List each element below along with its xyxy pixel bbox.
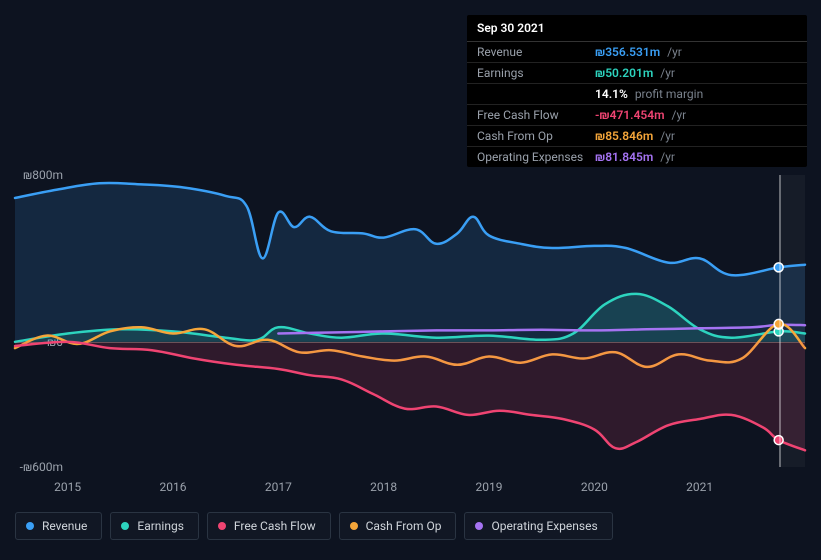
tooltip-value: ₪85.846m /yr xyxy=(595,129,675,143)
legend: Revenue Earnings Free Cash Flow Cash From O… xyxy=(15,512,613,540)
series-area-revenue xyxy=(15,183,805,342)
x-axis-label: 2015 xyxy=(54,480,81,494)
tooltip-label: Cash From Op xyxy=(477,129,595,143)
x-axis-label: 2018 xyxy=(370,480,397,494)
tooltip-label: Earnings xyxy=(477,66,595,80)
legend-swatch-icon xyxy=(475,522,483,530)
tooltip-value: ₪50.201m /yr xyxy=(595,66,675,80)
tooltip-label xyxy=(477,87,595,101)
series-dot-revenue xyxy=(774,263,783,272)
chart[interactable]: ₪800m₪0-₪600m xyxy=(15,155,805,475)
tooltip-value: ₪356.531m /yr xyxy=(595,45,682,59)
tooltip-panel: Sep 30 2021 Revenue₪356.531m /yrEarnings… xyxy=(467,15,807,167)
tooltip-row: 14.1% profit margin xyxy=(467,84,807,105)
series-dot-fcf xyxy=(774,436,783,445)
legend-item[interactable]: Operating Expenses xyxy=(464,512,612,540)
series-dot-cashop xyxy=(774,319,783,328)
legend-swatch-icon xyxy=(218,522,226,530)
tooltip-value: 14.1% profit margin xyxy=(595,87,703,101)
legend-item[interactable]: Cash From Op xyxy=(339,512,457,540)
legend-item[interactable]: Earnings xyxy=(110,512,199,540)
tooltip-row: Earnings₪50.201m /yr xyxy=(467,63,807,84)
tooltip-row: Cash From Op₪85.846m /yr xyxy=(467,126,807,147)
legend-item[interactable]: Revenue xyxy=(15,512,102,540)
legend-label: Earnings xyxy=(137,519,184,533)
legend-label: Operating Expenses xyxy=(491,519,597,533)
x-axis-label: 2017 xyxy=(265,480,292,494)
tooltip-value: -₪471.454m /yr xyxy=(595,108,686,122)
tooltip-label: Revenue xyxy=(477,45,595,59)
series-svg xyxy=(15,175,805,467)
legend-label: Free Cash Flow xyxy=(234,519,316,533)
x-axis-label: 2016 xyxy=(160,480,187,494)
x-axis: 2015 2016 2017 2018 2019 2020 2021 xyxy=(15,480,805,502)
legend-swatch-icon xyxy=(26,522,34,530)
legend-swatch-icon xyxy=(350,522,358,530)
x-axis-label: 2021 xyxy=(686,480,713,494)
legend-item[interactable]: Free Cash Flow xyxy=(207,512,331,540)
legend-label: Revenue xyxy=(42,519,87,533)
tooltip-row: Free Cash Flow-₪471.454m /yr xyxy=(467,105,807,126)
x-axis-label: 2020 xyxy=(581,480,608,494)
legend-label: Cash From Op xyxy=(366,519,442,533)
tooltip-date: Sep 30 2021 xyxy=(467,15,807,42)
tooltip-label: Free Cash Flow xyxy=(477,108,595,122)
tooltip-row: Revenue₪356.531m /yr xyxy=(467,42,807,63)
x-axis-label: 2019 xyxy=(476,480,503,494)
series-area-fcf xyxy=(15,342,805,450)
legend-swatch-icon xyxy=(121,522,129,530)
